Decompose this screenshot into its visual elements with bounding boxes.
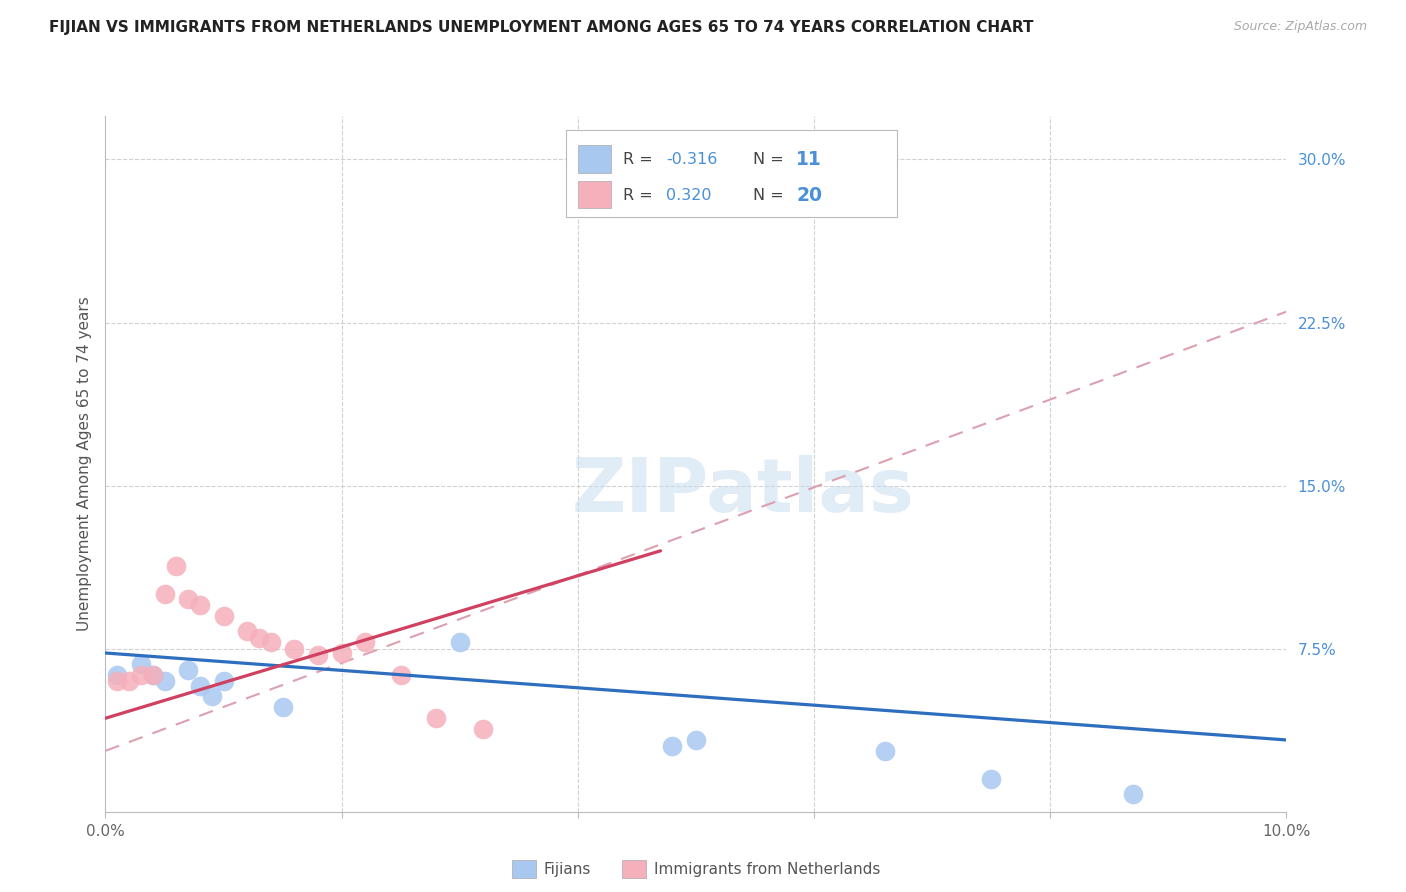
Text: Source: ZipAtlas.com: Source: ZipAtlas.com	[1233, 20, 1367, 33]
Point	[591, 195, 613, 210]
Point	[142, 667, 165, 681]
Point	[449, 635, 471, 649]
Point	[153, 674, 176, 689]
Point	[661, 739, 683, 754]
Y-axis label: Unemployment Among Ages 65 to 74 years: Unemployment Among Ages 65 to 74 years	[76, 296, 91, 632]
Point	[685, 733, 707, 747]
Text: R =: R =	[623, 188, 658, 203]
Text: ZIPatlas: ZIPatlas	[572, 455, 914, 528]
Point	[129, 657, 152, 671]
Point	[105, 667, 128, 681]
Point	[330, 646, 353, 660]
Point	[236, 624, 259, 639]
Point	[425, 711, 447, 725]
Point	[472, 722, 495, 736]
Point	[283, 641, 305, 656]
Point	[212, 674, 235, 689]
Point	[153, 587, 176, 601]
Text: 11: 11	[796, 150, 823, 169]
FancyBboxPatch shape	[567, 130, 897, 217]
FancyBboxPatch shape	[578, 181, 612, 209]
Text: FIJIAN VS IMMIGRANTS FROM NETHERLANDS UNEMPLOYMENT AMONG AGES 65 TO 74 YEARS COR: FIJIAN VS IMMIGRANTS FROM NETHERLANDS UN…	[49, 20, 1033, 35]
Text: 0.320: 0.320	[666, 188, 711, 203]
Point	[212, 609, 235, 624]
Text: N =: N =	[752, 188, 789, 203]
Text: N =: N =	[752, 152, 789, 167]
Legend: Fijians, Immigrants from Netherlands: Fijians, Immigrants from Netherlands	[506, 855, 886, 884]
Point	[307, 648, 329, 662]
Point	[165, 559, 187, 574]
Point	[177, 664, 200, 678]
Point	[188, 598, 211, 612]
Text: -0.316: -0.316	[666, 152, 718, 167]
Point	[105, 674, 128, 689]
FancyBboxPatch shape	[578, 145, 612, 173]
Point	[873, 744, 896, 758]
Text: R =: R =	[623, 152, 658, 167]
Point	[201, 690, 224, 704]
Point	[354, 635, 377, 649]
Point	[247, 631, 270, 645]
Point	[271, 700, 294, 714]
Text: 20: 20	[796, 186, 823, 205]
Point	[142, 667, 165, 681]
Point	[188, 679, 211, 693]
Point	[389, 667, 412, 681]
Point	[177, 591, 200, 606]
Point	[1122, 788, 1144, 801]
Point	[118, 674, 141, 689]
Point	[260, 635, 283, 649]
Point	[980, 772, 1002, 786]
Point	[129, 667, 152, 681]
